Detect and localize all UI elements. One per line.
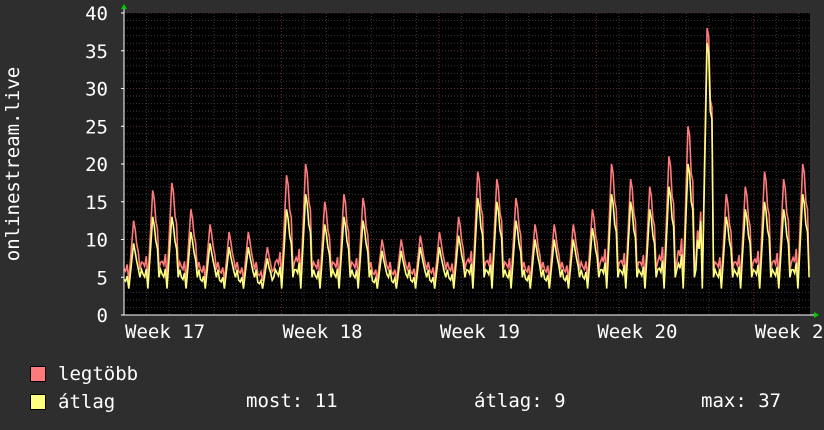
axes <box>121 4 819 318</box>
y-tick-label: 40 <box>85 3 108 25</box>
legend-avg: átlag <box>30 390 115 414</box>
y-tick-label: 20 <box>85 154 108 176</box>
stat-max: max: 37 <box>701 390 782 412</box>
stat-now: most: 11 <box>246 390 338 412</box>
series-group <box>123 27 810 289</box>
x-tick-label: Week 20 <box>597 321 677 343</box>
legend-avg-swatch <box>30 394 46 410</box>
y-axis-label: onlinestream.live <box>2 67 24 261</box>
legend-max: legtöbb <box>30 362 138 386</box>
y-tick-label: 0 <box>97 305 108 327</box>
y-axis-arrow <box>121 4 127 9</box>
y-tick-label: 30 <box>85 79 108 101</box>
x-axis-arrow <box>814 312 819 318</box>
y-tick-label: 10 <box>85 230 108 252</box>
y-tick-label: 35 <box>85 41 108 63</box>
x-tick-label: Week 19 <box>440 321 520 343</box>
legend-max-label: legtöbb <box>58 363 139 385</box>
series-line-avg <box>123 43 810 289</box>
tick-labels: 0 5 10 15 20 25 30 35 40 Week 17 Week 18 Week 19 Wee… <box>85 3 823 343</box>
x-tick-label: Week 2 <box>755 321 824 343</box>
y-tick-label: 15 <box>85 192 108 214</box>
x-tick-label: Week 17 <box>125 321 205 343</box>
x-tick-label: Week 18 <box>282 321 362 343</box>
stat-avg: átlag: 9 <box>474 390 566 412</box>
legend-avg-label: átlag <box>58 391 116 413</box>
legend-max-swatch <box>30 366 46 382</box>
y-tick-label: 25 <box>85 116 108 138</box>
y-tick-label: 5 <box>97 267 108 289</box>
